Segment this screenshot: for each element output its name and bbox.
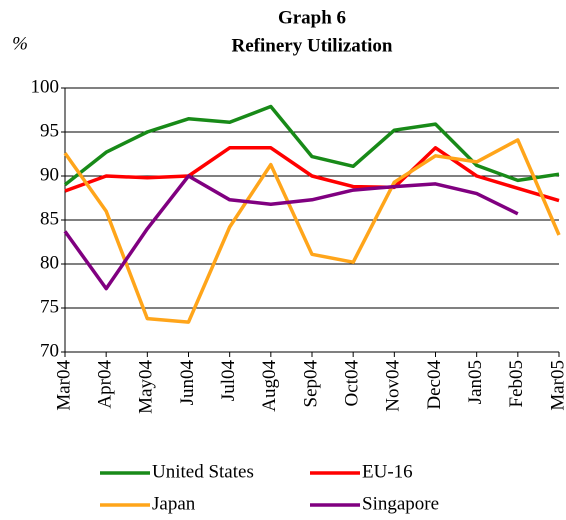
chart-title: Graph 6 (278, 7, 346, 28)
legend-label: EU-16 (362, 461, 413, 482)
x-tick-label: Nov04 (383, 360, 404, 412)
x-tick-label: Jan05 (465, 360, 486, 404)
x-tick-label: Jun04 (177, 360, 198, 406)
series-line (63, 104, 560, 187)
y-tick-label: 70 (40, 340, 59, 361)
x-tick-label: Jul04 (218, 360, 239, 402)
x-tick-label: Sep04 (300, 360, 321, 408)
legend-label: Japan (152, 493, 196, 514)
x-tick-label: Mar04 (53, 360, 74, 411)
chart-subtitle: Refinery Utilization (232, 35, 393, 56)
x-tick-label: Feb05 (506, 360, 527, 408)
y-tick-label: 90 (40, 164, 59, 185)
x-tick-label: Oct04 (342, 360, 363, 407)
legend-label: United States (152, 461, 254, 482)
x-tick-label: Mar05 (547, 360, 566, 411)
y-tick-label: 80 (40, 252, 59, 273)
series-line (64, 146, 560, 203)
legend-label: Singapore (362, 493, 439, 514)
x-tick-label: May04 (136, 360, 157, 414)
series-line (63, 138, 561, 324)
x-tick-label: Aug04 (259, 360, 280, 412)
y-axis-label: % (12, 33, 28, 54)
y-tick-label: 95 (40, 120, 59, 141)
x-tick-label: Apr04 (95, 360, 116, 409)
y-tick-label: 100 (31, 76, 60, 97)
y-tick-label: 85 (40, 208, 59, 229)
y-tick-label: 75 (40, 296, 59, 317)
series-line (63, 174, 519, 291)
x-tick-label: Dec04 (424, 360, 445, 410)
